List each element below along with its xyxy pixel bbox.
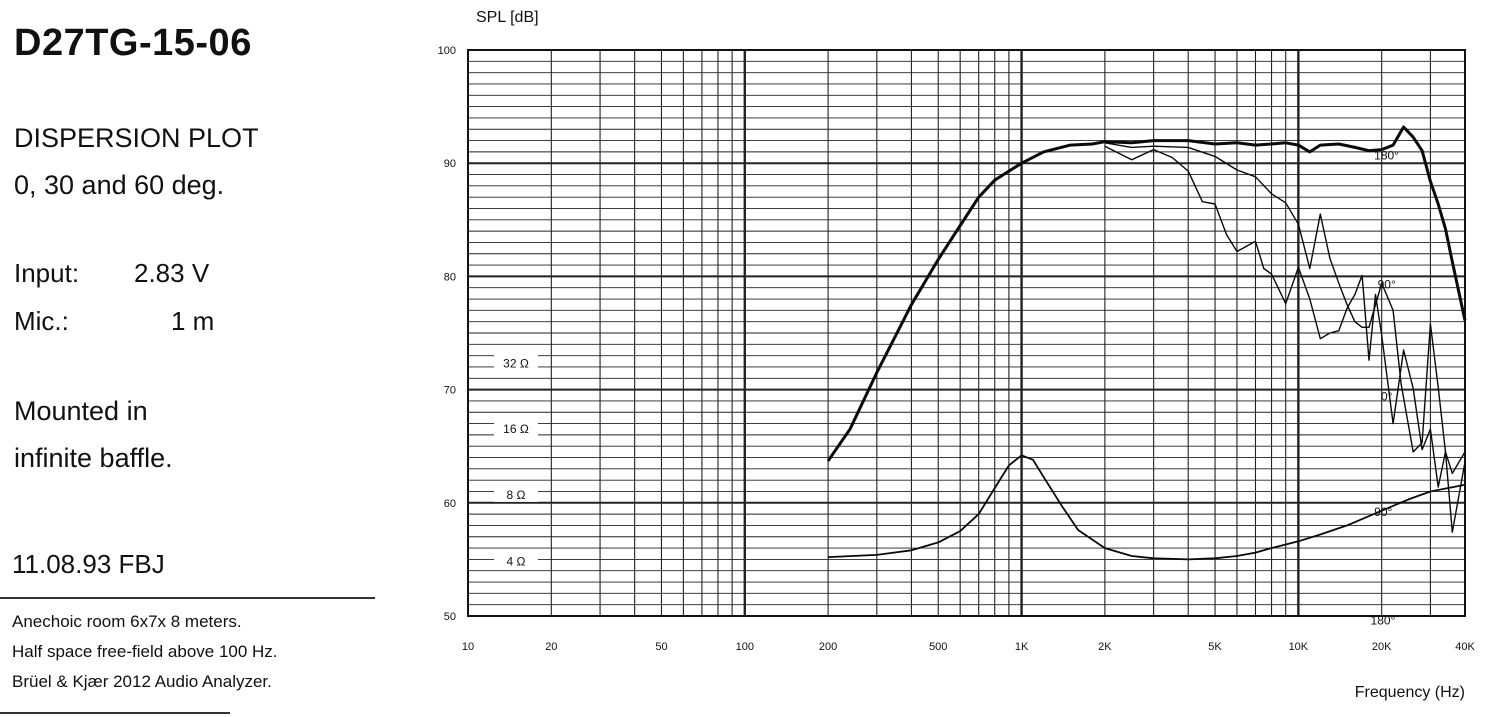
input-row: Input: 2.83 V bbox=[14, 258, 209, 289]
series-line bbox=[828, 454, 1466, 561]
angle-annotation: 0° bbox=[1381, 389, 1393, 403]
angle-annotation: 180° bbox=[1374, 148, 1399, 162]
x-tick-label: 10K bbox=[1289, 641, 1309, 653]
grid bbox=[468, 50, 1465, 616]
series-line bbox=[1104, 145, 1466, 533]
date-label: 11.08.93 FBJ bbox=[12, 549, 165, 579]
x-tick-label: 2K bbox=[1098, 641, 1112, 653]
mic-row: Mic.: 1 m bbox=[14, 306, 214, 337]
y-tick-label: 90 bbox=[444, 158, 456, 170]
y-tick-label: 60 bbox=[444, 498, 456, 510]
angle-annotation: 90° bbox=[1378, 277, 1396, 291]
plot-title: DISPERSION PLOT bbox=[14, 123, 259, 153]
plot-frame bbox=[467, 49, 1466, 617]
divider-top bbox=[0, 597, 375, 599]
x-tick-label: 40K bbox=[1455, 641, 1475, 653]
x-tick-label: 10 bbox=[462, 641, 474, 653]
impedance-label-bg bbox=[494, 420, 538, 437]
impedance-label: 32 Ω bbox=[503, 357, 529, 371]
x-tick-label: 5K bbox=[1208, 641, 1222, 653]
impedance-label: 8 Ω bbox=[507, 488, 526, 502]
x-tick-label: 20 bbox=[545, 641, 557, 653]
note-field: Half space free-field above 100 Hz. bbox=[12, 642, 278, 661]
y-tick-label: 100 bbox=[438, 45, 456, 57]
mic-value: 1 m bbox=[171, 306, 215, 336]
series-line bbox=[826, 125, 1467, 462]
mount-line-2: infinite baffle. bbox=[14, 443, 173, 473]
x-tick-label: 1K bbox=[1015, 641, 1029, 653]
series-line bbox=[1104, 142, 1466, 475]
input-label: Input: bbox=[14, 258, 80, 288]
plot-angles: 0, 30 and 60 deg. bbox=[14, 170, 225, 200]
labels-layer: 10 20 50 100 200 500 1K 2K 5K 10K 20K 40K 50 60 70 80 90… bbox=[438, 45, 1476, 653]
x-axis-label: Frequency (Hz) bbox=[1355, 684, 1465, 701]
y-tick-label: 80 bbox=[444, 271, 456, 283]
x-tick-label: 100 bbox=[736, 641, 754, 653]
mic-label: Mic.: bbox=[14, 306, 69, 336]
x-tick-label: 200 bbox=[819, 641, 837, 653]
model-title: D27TG-15-06 bbox=[14, 22, 252, 64]
angle-annotation: 180° bbox=[1371, 614, 1396, 628]
y-axis-label: SPL [dB] bbox=[476, 9, 539, 26]
impedance-label: 4 Ω bbox=[507, 555, 526, 569]
y-tick-label: 70 bbox=[444, 385, 456, 397]
impedance-label-bg bbox=[494, 552, 538, 569]
angle-annotation: 90° bbox=[1374, 505, 1392, 519]
x-tick-label: 20K bbox=[1372, 641, 1392, 653]
x-tick-label: 500 bbox=[929, 641, 947, 653]
x-tick-label: 50 bbox=[655, 641, 667, 653]
impedance-label-bg bbox=[494, 354, 538, 371]
impedance-label-bg bbox=[494, 485, 538, 502]
note-analyzer: Brüel & Kjær 2012 Audio Analyzer. bbox=[12, 672, 272, 691]
impedance-label: 16 Ω bbox=[503, 422, 529, 436]
divider-bottom bbox=[0, 712, 230, 714]
y-tick-label: 50 bbox=[444, 611, 456, 623]
note-room: Anechoic room 6x7x 8 meters. bbox=[12, 612, 242, 631]
series-layer bbox=[826, 125, 1467, 561]
spec-panel: D27TG-15-06 DISPERSION PLOT 0, 30 and 60… bbox=[0, 0, 410, 717]
input-value: 2.83 V bbox=[134, 258, 210, 288]
mount-line-1: Mounted in bbox=[14, 396, 148, 426]
